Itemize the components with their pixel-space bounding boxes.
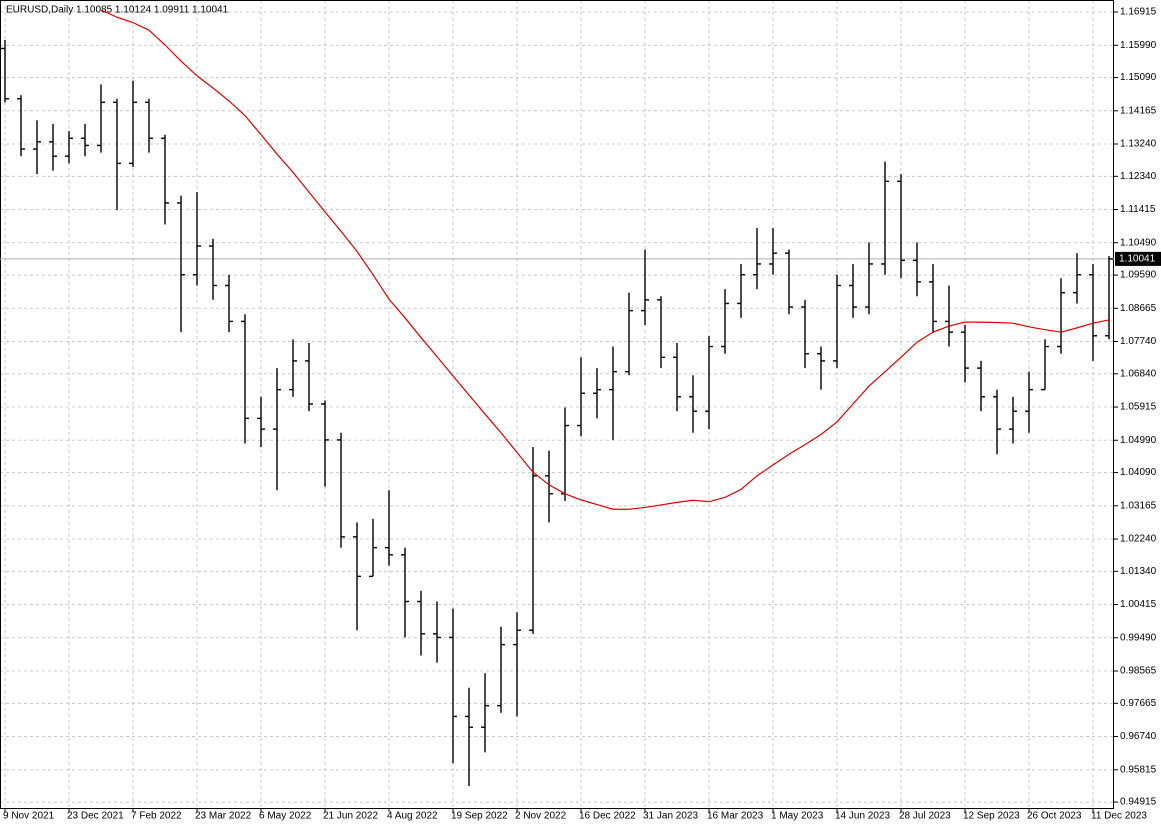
x-tick-label: 23 Dec 2021 (67, 811, 124, 822)
y-tick-label: 1.05915 (1120, 402, 1157, 413)
x-tick-label: 19 Sep 2022 (451, 811, 508, 822)
y-tick-label: 0.95815 (1120, 764, 1157, 775)
y-tick-label: 1.11415 (1120, 204, 1156, 215)
x-tick-label: 31 Jan 2023 (643, 811, 698, 822)
x-tick-label: 26 Oct 2023 (1027, 811, 1082, 822)
x-tick-label: 7 Feb 2022 (131, 811, 182, 822)
y-tick-label: 1.14165 (1120, 105, 1157, 116)
y-tick-label: 1.10490 (1120, 237, 1157, 248)
moving-average (100, 9, 1110, 510)
x-tick-label: 1 May 2023 (771, 811, 824, 822)
y-tick-label: 1.04990 (1120, 435, 1157, 446)
last-ohlc: 1.10085 1.10124 1.09911 1.10041 (76, 5, 229, 16)
chart-title: EURUSD,Daily (6, 5, 73, 16)
y-tick-label: 1.15990 (1120, 40, 1157, 51)
current-price-box (1115, 251, 1161, 266)
x-tick-label: 16 Dec 2022 (579, 811, 636, 822)
x-tick-label: 23 Mar 2022 (195, 811, 252, 822)
y-tick-label: 1.03165 (1120, 500, 1157, 511)
y-tick-label: 1.09590 (1120, 270, 1157, 281)
x-tick-label: 2 Nov 2022 (515, 811, 567, 822)
y-tick-label: 1.15090 (1120, 72, 1157, 83)
y-tick-label: 0.94915 (1120, 797, 1157, 808)
current-price-label: 1.10041 (1119, 254, 1156, 265)
y-tick-label: 1.08665 (1120, 303, 1157, 314)
y-tick-label: 0.97665 (1120, 698, 1157, 709)
x-tick-label: 21 Jun 2022 (323, 811, 378, 822)
plot-frame (0, 0, 1114, 809)
y-tick-label: 1.13240 (1120, 139, 1157, 150)
y-tick-label: 1.00415 (1120, 599, 1157, 610)
x-tick-label: 12 Sep 2023 (963, 811, 1020, 822)
y-tick-label: 1.16915 (1120, 7, 1157, 18)
x-tick-label: 9 Nov 2021 (3, 811, 55, 822)
y-tick-label: 1.06840 (1120, 368, 1157, 379)
x-tick-label: 16 Mar 2023 (707, 811, 764, 822)
y-tick-label: 0.96740 (1120, 731, 1157, 742)
y-tick-label: 1.07740 (1120, 336, 1157, 347)
y-tick-label: 1.02240 (1120, 534, 1157, 545)
x-tick-label: 6 May 2022 (259, 811, 312, 822)
y-tick-label: 0.99490 (1120, 632, 1157, 643)
y-tick-label: 1.12340 (1120, 171, 1157, 182)
y-tick-label: 0.98565 (1120, 666, 1157, 677)
y-tick-label: 1.01340 (1120, 566, 1157, 577)
x-tick-label: 14 Jun 2023 (835, 811, 890, 822)
x-tick-label: 4 Aug 2022 (387, 811, 438, 822)
x-tick-label: 11 Dec 2023 (1091, 811, 1147, 822)
x-tick-label: 28 Jul 2023 (899, 811, 951, 822)
y-tick-label: 1.04090 (1120, 467, 1157, 478)
